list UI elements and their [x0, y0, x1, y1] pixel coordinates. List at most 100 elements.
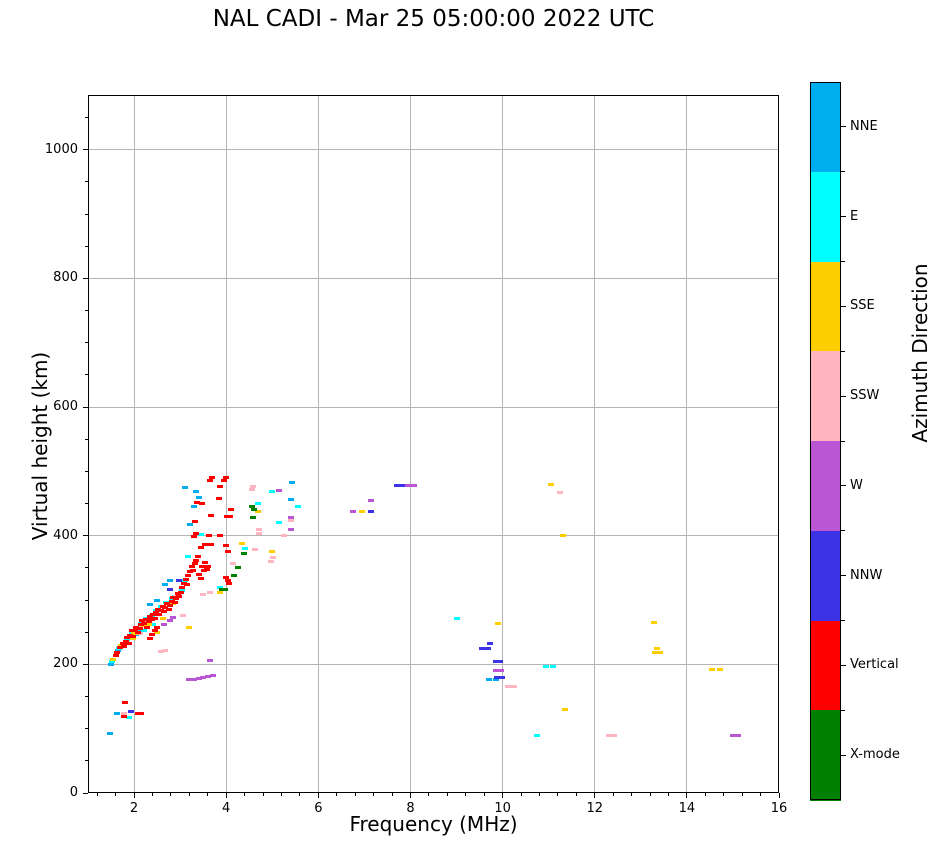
colorbar-tick-label: SSE	[850, 298, 875, 314]
data-point-sse	[657, 650, 664, 654]
data-point-sse	[650, 621, 657, 625]
data-point-ssw	[256, 527, 263, 531]
data-point-e	[453, 616, 460, 620]
data-point-w	[276, 489, 283, 493]
data-point-vertical	[223, 543, 230, 547]
data-point-vertical	[142, 617, 149, 621]
data-point-nne	[147, 603, 154, 606]
data-point-e	[179, 588, 186, 592]
x-minor-tick	[538, 793, 540, 796]
data-point-e	[241, 547, 248, 551]
colorbar-segment-nne	[810, 82, 841, 173]
data-point-nne	[113, 712, 120, 716]
x-tick-label: 6	[314, 801, 323, 816]
data-point-nne	[161, 583, 168, 587]
colorbar-center-tick	[841, 754, 846, 756]
y-minor-tick	[85, 374, 88, 376]
colorbar-tick-label: NNE	[850, 118, 878, 134]
x-minor-tick	[446, 793, 448, 796]
colorbar-center-tick	[841, 395, 846, 397]
colorbar-center-tick	[841, 485, 846, 487]
data-point-nnw	[166, 588, 173, 592]
data-point-vertical	[220, 479, 227, 483]
data-point-ssw	[251, 548, 258, 552]
colorbar-label: Azimuth Direction	[908, 263, 932, 443]
data-point-vertical	[145, 620, 152, 624]
data-point-vertical	[153, 611, 160, 615]
data-point-vertical	[223, 476, 230, 480]
grid-line-horizontal	[88, 663, 779, 665]
data-point-e	[534, 734, 541, 738]
colorbar-center-tick	[841, 664, 846, 666]
y-minor-tick	[85, 245, 88, 247]
data-point-sse	[186, 626, 193, 630]
data-point-sse	[145, 622, 152, 626]
y-minor-tick	[85, 438, 88, 440]
data-point-w	[492, 669, 499, 673]
x-tick-label: 16	[770, 801, 788, 816]
data-point-vertical	[157, 608, 164, 612]
colorbar-segment-nnw	[810, 530, 841, 621]
data-point-vertical	[133, 625, 140, 629]
data-point-vertical	[148, 617, 155, 621]
data-point-vertical	[206, 534, 213, 538]
data-point-sse	[159, 616, 166, 620]
x-major-tick	[594, 793, 596, 798]
data-point-nnw	[494, 676, 501, 680]
y-major-tick	[83, 406, 88, 408]
data-point-ssw	[505, 684, 512, 688]
colorbar-outline	[810, 82, 841, 800]
data-point-nne	[181, 485, 188, 489]
data-point-vertical	[191, 562, 198, 566]
y-minor-tick	[85, 213, 88, 215]
data-point-vertical	[173, 597, 180, 601]
data-point-vertical	[165, 607, 172, 611]
data-point-nne	[287, 498, 294, 502]
data-point-vertical	[171, 601, 178, 605]
data-point-vertical	[128, 629, 135, 633]
data-point-vertical	[162, 606, 169, 610]
x-tick-label: 14	[678, 801, 696, 816]
data-point-ssw	[270, 556, 277, 560]
y-minor-tick	[85, 696, 88, 697]
data-point-nnw	[175, 578, 182, 582]
x-major-tick	[502, 793, 504, 798]
x-minor-tick	[299, 793, 301, 796]
data-point-nnw	[399, 483, 406, 487]
x-minor-tick	[354, 793, 356, 796]
y-major-tick	[83, 535, 88, 537]
x-minor-tick	[280, 793, 282, 796]
data-point-x-mode	[248, 504, 255, 508]
data-point-e	[108, 660, 115, 664]
data-point-w	[735, 734, 742, 738]
y-tick-label: 200	[53, 656, 78, 672]
data-point-vertical	[149, 633, 156, 637]
data-point-vertical	[125, 642, 132, 646]
data-point-vertical	[147, 637, 154, 641]
data-point-sse	[717, 667, 724, 671]
data-point-sse	[651, 650, 658, 654]
data-point-vertical	[203, 568, 210, 572]
data-point-vertical	[124, 635, 131, 639]
x-minor-tick	[760, 793, 762, 796]
colorbar-segment-sse	[810, 261, 841, 352]
y-tick-label: 400	[53, 527, 78, 543]
y-minor-tick	[85, 503, 88, 504]
data-point-w	[287, 515, 294, 519]
data-point-vertical	[225, 582, 232, 586]
data-point-vertical	[185, 574, 192, 578]
data-point-w	[498, 669, 505, 673]
data-point-w	[166, 619, 173, 623]
data-point-vertical	[174, 592, 181, 596]
grid-line-vertical	[133, 95, 135, 793]
data-point-sse	[547, 482, 554, 486]
data-point-vertical	[207, 543, 214, 547]
data-point-vertical	[194, 500, 201, 504]
data-point-vertical	[178, 590, 185, 594]
data-point-vertical	[147, 615, 154, 619]
y-major-tick	[83, 277, 88, 279]
x-minor-tick	[741, 793, 743, 796]
data-point-sse	[239, 541, 246, 545]
data-point-vertical	[114, 650, 121, 654]
colorbar-segment-ssw	[810, 351, 841, 442]
